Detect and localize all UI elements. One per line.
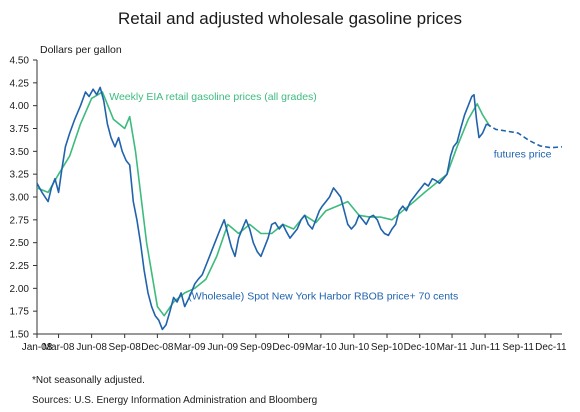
y-tick-label: 1.75 [10,307,30,318]
x-tick-label: Sep-09 [240,342,273,353]
annotation-label-3: futures price [494,149,552,161]
axes: 1.50 1.75 2.00 2.25 2.50 2.75 3.00 3.25 3.50 3.75… [10,56,568,354]
y-tick-label: 2.00 [10,284,30,295]
sources-note: Sources: U.S. Energy Information Adminis… [32,395,318,406]
series-line-2 [36,86,488,331]
x-tick-label: Jun-08 [76,342,107,353]
annotation-label-1: Weekly EIA retail gasoline prices (all g… [109,91,317,103]
y-tick-label: 3.50 [10,147,30,158]
x-tick-label: Jun-10 [339,342,370,353]
x-tick-label: Jun-11 [470,342,500,353]
y-axis-unit-label: Dollars per gallon [40,44,122,56]
series-layer [36,86,563,331]
y-tick-label: 1.50 [10,330,30,341]
y-tick-label: 3.00 [10,193,30,204]
annotation-label-2: (Wholesale) Spot New York Harbor RBOB pr… [188,290,458,302]
x-tick-label: Sep-11 [502,342,534,353]
footnote: *Not seasonally adjusted. [32,375,145,386]
series-line-3 [486,123,563,149]
x-tick-label: Mar-09 [174,342,206,353]
x-tick-label: Mar-08 [43,342,75,353]
chart-title: Retail and adjusted wholesale gasoline p… [118,9,462,28]
x-tick-label: Sep-08 [109,342,142,353]
y-tick-label: 2.25 [10,261,30,272]
y-tick-label: 4.25 [10,78,30,89]
annotation-layer: Weekly EIA retail gasoline prices (all g… [109,91,551,302]
x-tick-label: Mar-11 [437,342,468,353]
y-tick-label: 2.75 [10,215,30,226]
y-tick-label: 4.50 [10,56,30,67]
series-line-1 [36,91,491,317]
x-tick-label: Jan-08 [22,342,53,353]
x-tick-label: Sep-10 [371,342,404,353]
y-tick-label: 2.50 [10,238,30,249]
x-tick-label: Dec-10 [404,342,437,353]
x-tick-label: Jun-09 [207,342,238,353]
x-tick-label: Mar-10 [305,342,337,353]
y-tick-label: 3.75 [10,124,30,135]
y-tick-label: 4.00 [10,101,30,112]
x-tick-label: Dec-08 [141,342,174,353]
x-tick-label: Dec-11 [535,342,567,353]
y-tick-label: 3.25 [10,170,30,181]
x-tick-label: Dec-09 [272,342,305,353]
